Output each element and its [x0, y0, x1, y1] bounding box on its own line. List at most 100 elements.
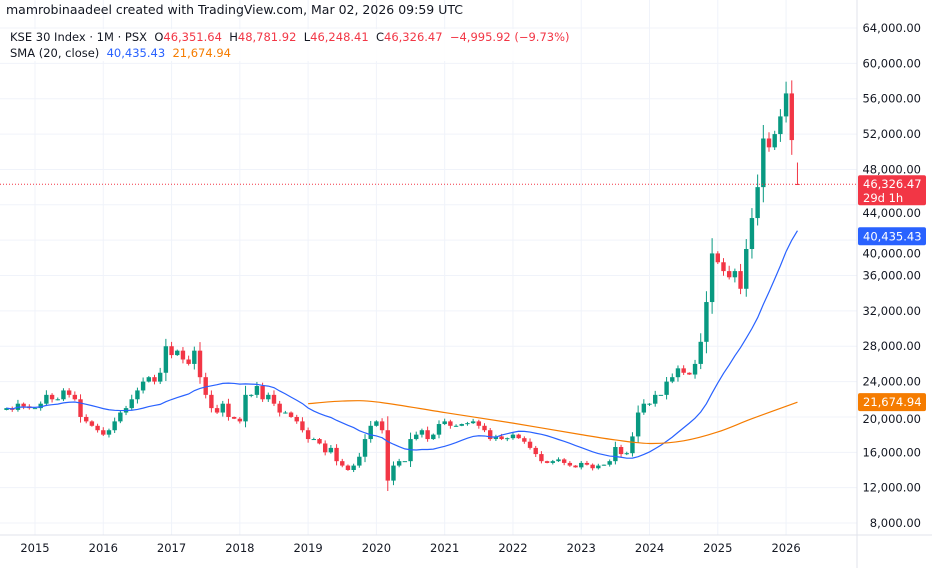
candle-body — [488, 430, 493, 440]
candle-body — [112, 421, 117, 431]
x-tick-label: 2022 — [498, 541, 527, 555]
candle-body — [396, 461, 402, 466]
candle-body — [44, 394, 49, 404]
candle-body — [704, 302, 709, 342]
open-label: O — [154, 30, 164, 44]
candle-body — [288, 412, 294, 417]
candle-body — [476, 421, 482, 426]
y-tick-label: 16,000.00 — [862, 445, 921, 459]
candle-body — [61, 390, 66, 400]
candle-body — [641, 403, 647, 413]
open-value: 46,351.64 — [163, 30, 222, 44]
symbol-label[interactable]: KSE 30 Index · 1M · PSX — [10, 30, 147, 44]
candle-body — [135, 390, 140, 400]
candle-body — [157, 372, 163, 382]
candle-body — [283, 412, 288, 414]
close-value: 46,326.47 — [384, 30, 443, 44]
credit-text: mamrobinaadeel created with TradingView.… — [6, 2, 463, 17]
high-value: 48,781.92 — [237, 30, 297, 44]
sma2-price-label: 21,674.94 — [863, 395, 922, 409]
candle-body — [95, 425, 100, 431]
candle-body — [470, 421, 476, 424]
y-tick-label: 40,000.00 — [862, 246, 921, 260]
candle-body — [453, 425, 459, 427]
candle-body — [385, 430, 390, 481]
candle-body — [516, 434, 521, 439]
legend-ohlc: KSE 30 Index · 1M · PSX O46,351.64 H48,7… — [10, 29, 570, 45]
candle-body — [311, 439, 317, 441]
candle-body — [618, 447, 624, 455]
candle-body — [55, 399, 60, 401]
candle-body — [254, 386, 260, 395]
candle-body — [21, 403, 26, 407]
candle-body — [328, 447, 334, 453]
sma2-value: 21,674.94 — [172, 46, 231, 60]
x-tick-label: 2016 — [89, 541, 118, 555]
sma1-value: 40,435.43 — [106, 46, 166, 60]
y-tick-label: 60,000.00 — [862, 56, 921, 70]
candle-body — [220, 403, 225, 413]
candle-body — [692, 363, 698, 375]
candle-body — [243, 394, 248, 422]
candle-body — [277, 403, 282, 413]
y-tick-label: 12,000.00 — [862, 481, 921, 495]
y-tick-label: 56,000.00 — [862, 92, 921, 106]
candle-body — [715, 253, 720, 263]
change-value: −4,995.92 (−9.73%) — [449, 30, 570, 44]
candle-body — [357, 456, 362, 466]
candle-body — [305, 430, 311, 440]
candle-body — [664, 381, 669, 395]
sma1-price-label-bg — [858, 227, 926, 246]
candle-body — [118, 412, 123, 422]
candle-body — [431, 434, 436, 440]
candle-body — [84, 416, 89, 422]
sma2-price-label-bg — [858, 393, 926, 412]
candle-body — [66, 390, 72, 395]
x-tick-label: 2023 — [567, 541, 596, 555]
candle-body — [738, 271, 743, 289]
candle-body — [334, 447, 339, 462]
candle-body — [772, 134, 777, 148]
candle-body — [169, 346, 174, 356]
candle-body — [505, 438, 510, 440]
candle-body — [379, 421, 385, 431]
candle-body — [567, 462, 573, 466]
candle-body — [414, 434, 419, 440]
sma-label[interactable]: SMA (20, close) — [10, 46, 100, 60]
candle-body — [419, 430, 425, 435]
x-tick-label: 2015 — [20, 541, 49, 555]
y-tick-label: 28,000.00 — [862, 339, 921, 353]
candle-body — [561, 459, 567, 463]
y-tick-label: 20,000.00 — [862, 412, 921, 426]
candle-body — [601, 464, 607, 466]
candle-body — [658, 394, 664, 396]
x-tick-label: 2020 — [362, 541, 391, 555]
candle-body — [4, 408, 9, 410]
candle-body — [681, 368, 686, 373]
candle-body — [778, 116, 783, 135]
candle-body — [106, 430, 112, 435]
legend-sma: SMA (20, close) 40,435.43 21,674.94 — [10, 45, 570, 61]
candle-body — [789, 93, 794, 141]
candle-body — [49, 394, 55, 400]
candle-body — [448, 421, 453, 426]
y-tick-label: 36,000.00 — [862, 269, 921, 283]
candle-body — [709, 253, 715, 303]
sma1-price-label: 40,435.43 — [863, 229, 922, 243]
x-tick-label: 2021 — [430, 541, 459, 555]
sma2-line — [308, 400, 798, 445]
candle-body — [186, 359, 191, 364]
candle-body — [436, 424, 442, 435]
candle-body — [351, 465, 356, 470]
high-label: H — [229, 30, 238, 44]
candle-body — [744, 249, 749, 289]
candle-body — [72, 394, 78, 400]
candle-body — [761, 138, 766, 188]
candle-body — [192, 350, 197, 364]
candle-body — [635, 412, 641, 437]
candle-body — [362, 439, 368, 457]
candle-body — [732, 271, 738, 278]
candle-body — [527, 441, 533, 448]
